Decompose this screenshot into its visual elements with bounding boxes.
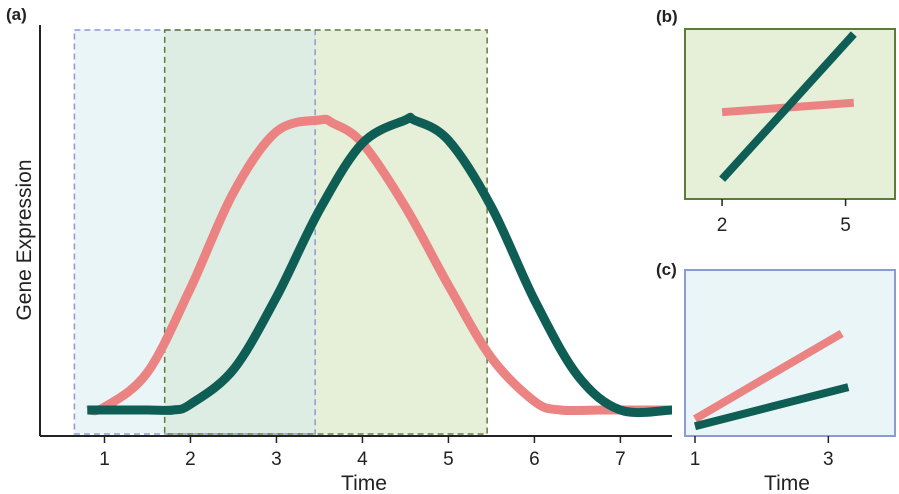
late-gene-curve: [87, 112, 673, 418]
panel-c-tick-label: 1: [690, 449, 701, 470]
early-gene-curve: [86, 114, 672, 416]
panel-b-late-line: [719, 31, 857, 182]
window-green-border: [163, 29, 488, 435]
panel-a-tick-label: 3: [271, 449, 282, 470]
panel-a-tick-label: 5: [443, 449, 454, 470]
panel-c-x-title: Time: [764, 472, 810, 494]
panel-b-tick-label: 5: [840, 215, 851, 236]
panel-c-early-line: [692, 329, 844, 423]
panel-a-tick-label: 2: [185, 449, 196, 470]
panel-a-ticks: 1 2 3 4 5 6 7: [99, 436, 626, 470]
window-overlap-fill: [164, 30, 316, 434]
panel-a-x-title: Time: [341, 472, 387, 494]
panel-c-series: [692, 329, 850, 431]
panel-c-tick-label: 3: [823, 449, 834, 470]
panel-a-tick-label: 1: [99, 449, 110, 470]
panel-a-windows: [73, 29, 488, 435]
panel-c-label: (c): [656, 260, 677, 279]
panel-c-background: [684, 269, 896, 437]
panel-a: (a) 1 2 3 4 5 6 7 Time Gene Expression: [6, 5, 673, 494]
panel-b-label: (b): [656, 7, 678, 26]
panel-a-tick-label: 7: [615, 449, 626, 470]
panel-a-tick-label: 4: [357, 449, 368, 470]
panel-b-tick-label: 2: [717, 215, 728, 236]
panel-a-tick-label: 6: [529, 449, 540, 470]
panel-b-background: [684, 28, 896, 200]
panel-b-series: [719, 31, 857, 182]
panel-a-y-title: Gene Expression: [13, 159, 36, 320]
panel-a-label: (a): [6, 5, 27, 24]
panel-a-series: [86, 112, 673, 418]
panel-c-late-line: [694, 383, 850, 431]
